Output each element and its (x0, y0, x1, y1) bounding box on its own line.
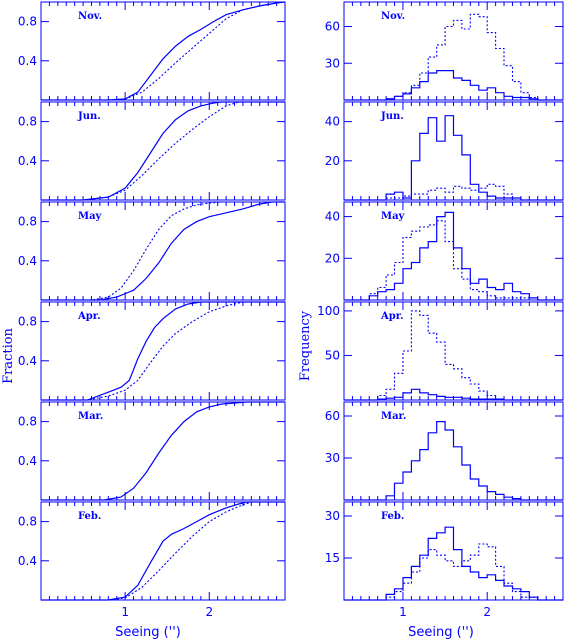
y-tick-label: 15 (325, 551, 340, 565)
series-dotted-left-apr (41, 301, 285, 401)
panel-label: Nov. (381, 11, 405, 22)
panel-label: Feb. (78, 511, 101, 522)
series-solid-left-mar (41, 401, 285, 501)
panel-frame (40, 101, 286, 201)
panel-left-apr: 0.4 0.8 Apr. (18, 301, 286, 401)
y-tick-label: 0.8 (18, 315, 37, 329)
panel-label: Apr. (380, 311, 404, 322)
series-solid-right-feb (344, 526, 563, 601)
series-solid-left-may (41, 201, 285, 301)
series-dotted-left-feb (41, 501, 285, 601)
panel-right-jun: 20 40 Jun. (325, 101, 564, 201)
panel-left-jun: 0.4 0.8 Jun. (18, 101, 286, 201)
panel-right-feb: 15 30 1 2 Feb. (325, 501, 564, 619)
panel-left-may: 0.4 0.8 May (18, 201, 286, 301)
panel-label: Feb. (381, 511, 404, 522)
series-solid-right-jun (344, 115, 563, 201)
panel-label: Mar. (78, 411, 103, 422)
y-tick-label: 0.4 (18, 454, 37, 468)
series-dotted-left-may (41, 201, 285, 301)
x-tick-label: 2 (205, 605, 213, 619)
y-tick-label: 60 (325, 409, 340, 423)
panel-label: Jun. (380, 111, 404, 122)
panel-label: May (381, 211, 406, 222)
series-solid-left-jun (41, 101, 285, 201)
series-solid-left-apr (41, 301, 285, 401)
panel-frame (40, 301, 286, 401)
series-solid-right-mar (344, 421, 563, 501)
left-ylabel: Fraction (1, 327, 16, 383)
series-solid-left-feb (41, 501, 285, 601)
series-dotted-right-jun (344, 183, 563, 201)
y-tick-label: 40 (325, 210, 340, 224)
right-ylabel: Frequency (298, 310, 313, 381)
panel-frame (343, 301, 564, 401)
series-solid-right-nov (344, 70, 563, 101)
y-tick-label: 40 (325, 115, 340, 129)
panel-frame (40, 401, 286, 501)
x-tick-label: 1 (399, 605, 407, 619)
right-column: 30 60 Nov. 20 40 Jun. 20 40 May 50 100 Apr. 30 60 Mar.… (317, 1, 564, 619)
y-tick-label: 50 (325, 348, 340, 362)
left-xlabel: Seeing ('') (115, 625, 181, 640)
panel-label: Mar. (381, 411, 406, 422)
series-solid-right-apr (344, 388, 563, 401)
y-tick-label: 0.8 (18, 515, 37, 529)
y-tick-label: 0.8 (18, 115, 37, 129)
panel-frame (40, 1, 286, 101)
panel-left-feb: 0.4 0.8 1 2 Feb. (18, 501, 286, 619)
series-dotted-right-apr (344, 310, 563, 401)
panel-label: Jun. (77, 111, 101, 122)
y-tick-label: 0.4 (18, 354, 37, 368)
panel-left-mar: 0.4 0.8 Mar. (18, 401, 286, 501)
series-dotted-right-feb (344, 543, 563, 601)
panel-right-apr: 50 100 Apr. (317, 301, 564, 401)
y-tick-label: 0.8 (18, 215, 37, 229)
y-tick-label: 0.8 (18, 15, 37, 29)
y-tick-label: 60 (325, 20, 340, 34)
x-tick-label: 2 (483, 605, 491, 619)
panel-label: Nov. (78, 11, 102, 22)
y-tick-label: 20 (325, 154, 340, 168)
panel-label: May (78, 211, 103, 222)
right-xlabel: Seeing ('') (408, 625, 474, 640)
y-tick-label: 30 (325, 451, 340, 465)
series-dotted-right-may (344, 220, 563, 301)
y-tick-label: 30 (325, 509, 340, 523)
panel-left-nov: 0.4 0.8 Nov. (18, 1, 286, 101)
y-tick-label: 0.4 (18, 254, 37, 268)
series-dotted-left-nov (41, 1, 286, 101)
x-tick-label: 1 (121, 605, 129, 619)
y-tick-label: 0.4 (18, 54, 37, 68)
y-tick-label: 0.8 (18, 415, 37, 429)
panel-frame (343, 401, 564, 501)
panel-right-nov: 30 60 Nov. (325, 1, 564, 101)
y-tick-label: 0.4 (18, 554, 37, 568)
panel-right-may: 20 40 May (325, 201, 564, 301)
panel-label: Apr. (77, 311, 101, 322)
panel-frame (343, 501, 564, 601)
series-solid-right-may (344, 211, 563, 301)
y-tick-label: 30 (325, 56, 340, 70)
panel-right-mar: 30 60 Mar. (325, 401, 564, 501)
y-tick-label: 20 (325, 251, 340, 265)
y-tick-label: 0.4 (18, 154, 37, 168)
y-tick-label: 100 (317, 304, 340, 318)
panel-frame (40, 501, 286, 601)
panel-frame (343, 1, 564, 101)
panel-frame (40, 201, 286, 301)
series-dotted-right-nov (344, 13, 563, 101)
